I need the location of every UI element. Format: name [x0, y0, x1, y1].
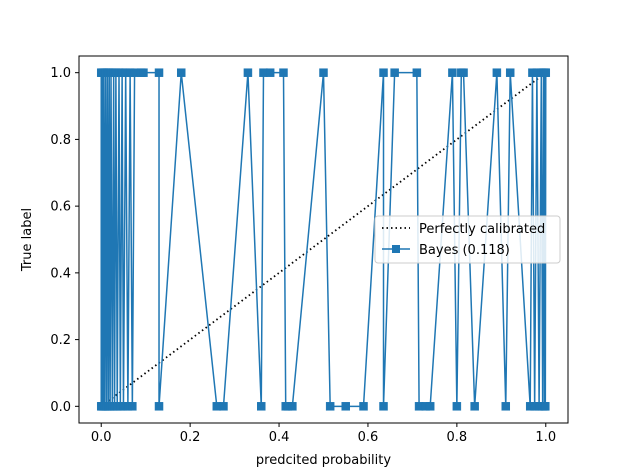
- legend-label-perfectly-calibrated: Perfectly calibrated: [419, 222, 545, 237]
- x-axis-label: predcited probability: [256, 453, 391, 468]
- y-tick-label: 0.6: [50, 200, 71, 215]
- bayes-point: [341, 402, 350, 411]
- bayes-point: [501, 402, 511, 411]
- bayes-point: [390, 68, 399, 77]
- bayes-point: [379, 68, 388, 77]
- legend-marker-bayes: [392, 245, 400, 253]
- bayes-point: [154, 402, 164, 411]
- bayes-point: [541, 402, 550, 411]
- bayes-point: [470, 402, 479, 411]
- bayes-point: [505, 68, 515, 77]
- bayes-point: [279, 68, 288, 77]
- y-tick-label: 1.0: [50, 66, 71, 81]
- bayes-point: [448, 68, 457, 77]
- y-axis-label: True label: [20, 208, 35, 272]
- bayes-point: [425, 402, 435, 411]
- bayes-point: [219, 402, 228, 411]
- y-tick-label: 0.0: [50, 400, 71, 415]
- legend: Perfectly calibrated Bayes (0.118): [374, 215, 561, 264]
- bayes-point: [452, 402, 462, 411]
- bayes-point: [359, 402, 368, 411]
- bayes-point: [379, 402, 388, 411]
- x-tick-label: 0.4: [269, 430, 290, 445]
- bayes-line: [100, 71, 547, 408]
- legend-box: [374, 215, 561, 264]
- bayes-point: [257, 402, 266, 411]
- bayes-point: [288, 402, 297, 411]
- bayes-point: [325, 402, 335, 411]
- bayes-point: [154, 68, 164, 77]
- x-tick-label: 0.0: [91, 430, 112, 445]
- bayes-point: [319, 68, 328, 77]
- x-tick-label: 0.6: [358, 430, 379, 445]
- x-tick-label: 0.8: [447, 430, 468, 445]
- bayes-point: [139, 68, 148, 77]
- plot-frame: [78, 55, 569, 424]
- bayes-point: [541, 68, 551, 77]
- y-tick-label: 0.2: [50, 333, 71, 348]
- x-tick-label: 1.0: [535, 430, 556, 445]
- bayes-point: [265, 68, 275, 77]
- legend-label-bayes: Bayes (0.118): [419, 243, 510, 258]
- bayes-point: [492, 68, 502, 77]
- series-layer: [96, 68, 551, 411]
- x-axis-ticks: 0.0 0.2 0.4 0.6 0.8 1.0: [91, 423, 556, 445]
- bayes-point: [243, 68, 253, 77]
- bayes-point: [459, 68, 468, 77]
- y-tick-label: 0.4: [50, 266, 71, 281]
- x-tick-label: 0.2: [180, 430, 201, 445]
- y-tick-label: 0.8: [50, 133, 71, 148]
- y-axis-ticks: 0.0 0.2 0.4 0.6 0.8 1.0: [50, 66, 79, 415]
- bayes-point: [176, 68, 186, 77]
- bayes-point: [128, 402, 137, 411]
- bayes-point: [412, 68, 422, 77]
